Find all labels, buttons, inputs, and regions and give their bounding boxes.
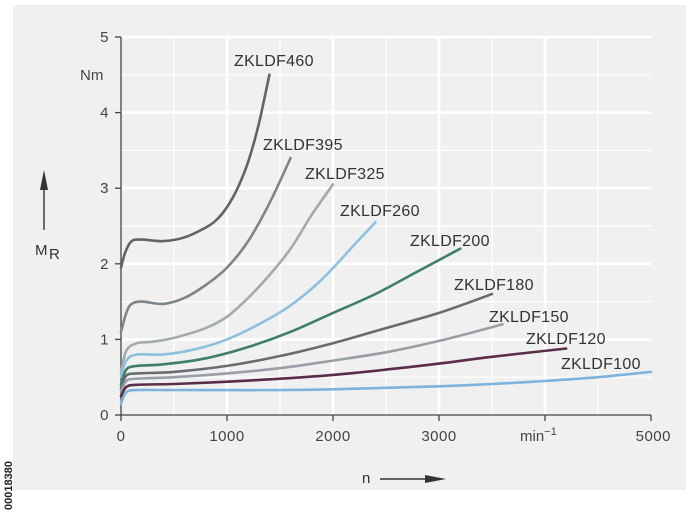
x-axis-variable: n — [362, 470, 370, 487]
x-unit-base: min — [520, 428, 544, 445]
x-unit-label: min−1 — [520, 426, 557, 445]
y-tick-label: 4 — [100, 105, 109, 122]
series-label-zkldf395: ZKLDF395 — [263, 137, 343, 154]
y-axis-variable: M — [35, 242, 48, 259]
figure-code: 00018380 — [3, 461, 15, 510]
x-tick-label: 1000 — [209, 428, 244, 445]
series-label-zkldf120: ZKLDF120 — [526, 331, 606, 348]
x-tick-label: 3000 — [421, 428, 456, 445]
y-unit-label: Nm — [80, 67, 103, 84]
x-unit-exponent: −1 — [544, 426, 557, 438]
y-axis-variable-subscript: R — [49, 246, 60, 263]
series-line-zkldf120 — [119, 347, 568, 398]
y-axis-title: M R — [35, 170, 60, 263]
series-label-zkldf325: ZKLDF325 — [305, 166, 385, 183]
y-tick-label: 3 — [100, 180, 109, 197]
y-axis-arrow-head — [40, 170, 48, 190]
x-tick-label: 5000 — [636, 428, 671, 445]
series-line-zkldf180 — [119, 292, 494, 390]
x-tick-label: 0 — [117, 428, 126, 445]
x-axis-title: n — [362, 470, 446, 487]
y-tick-label: 5 — [100, 29, 109, 46]
series-lines — [119, 73, 653, 405]
x-tick-label: 2000 — [315, 428, 350, 445]
series-label-zkldf200: ZKLDF200 — [410, 233, 490, 250]
series-label-zkldf460: ZKLDF460 — [234, 53, 314, 70]
series-line-zkldf460 — [119, 73, 271, 269]
series-line-zkldf395 — [119, 156, 292, 334]
series-line-zkldf200 — [119, 247, 462, 387]
x-axis-arrow-head — [425, 475, 446, 483]
series-line-zkldf150 — [119, 323, 504, 394]
series-label-zkldf150: ZKLDF150 — [489, 309, 569, 326]
y-tick-label: 0 — [100, 407, 109, 424]
y-tick-label: 1 — [100, 331, 109, 348]
series-line-zkldf100 — [119, 370, 653, 405]
y-tick-label: 2 — [100, 256, 109, 273]
series-label-zkldf260: ZKLDF260 — [340, 203, 420, 220]
axes: 0 1 2 3 4 5 0 1000 2000 3000 5000 — [100, 29, 671, 445]
series-line-zkldf325 — [119, 183, 335, 375]
series-label-zkldf100: ZKLDF100 — [561, 356, 641, 373]
series-labels: ZKLDF460 ZKLDF395 ZKLDF325 ZKLDF260 ZKLDF200… — [234, 53, 641, 373]
series-label-zkldf180: ZKLDF180 — [454, 277, 534, 294]
series-line-zkldf260 — [119, 220, 377, 379]
